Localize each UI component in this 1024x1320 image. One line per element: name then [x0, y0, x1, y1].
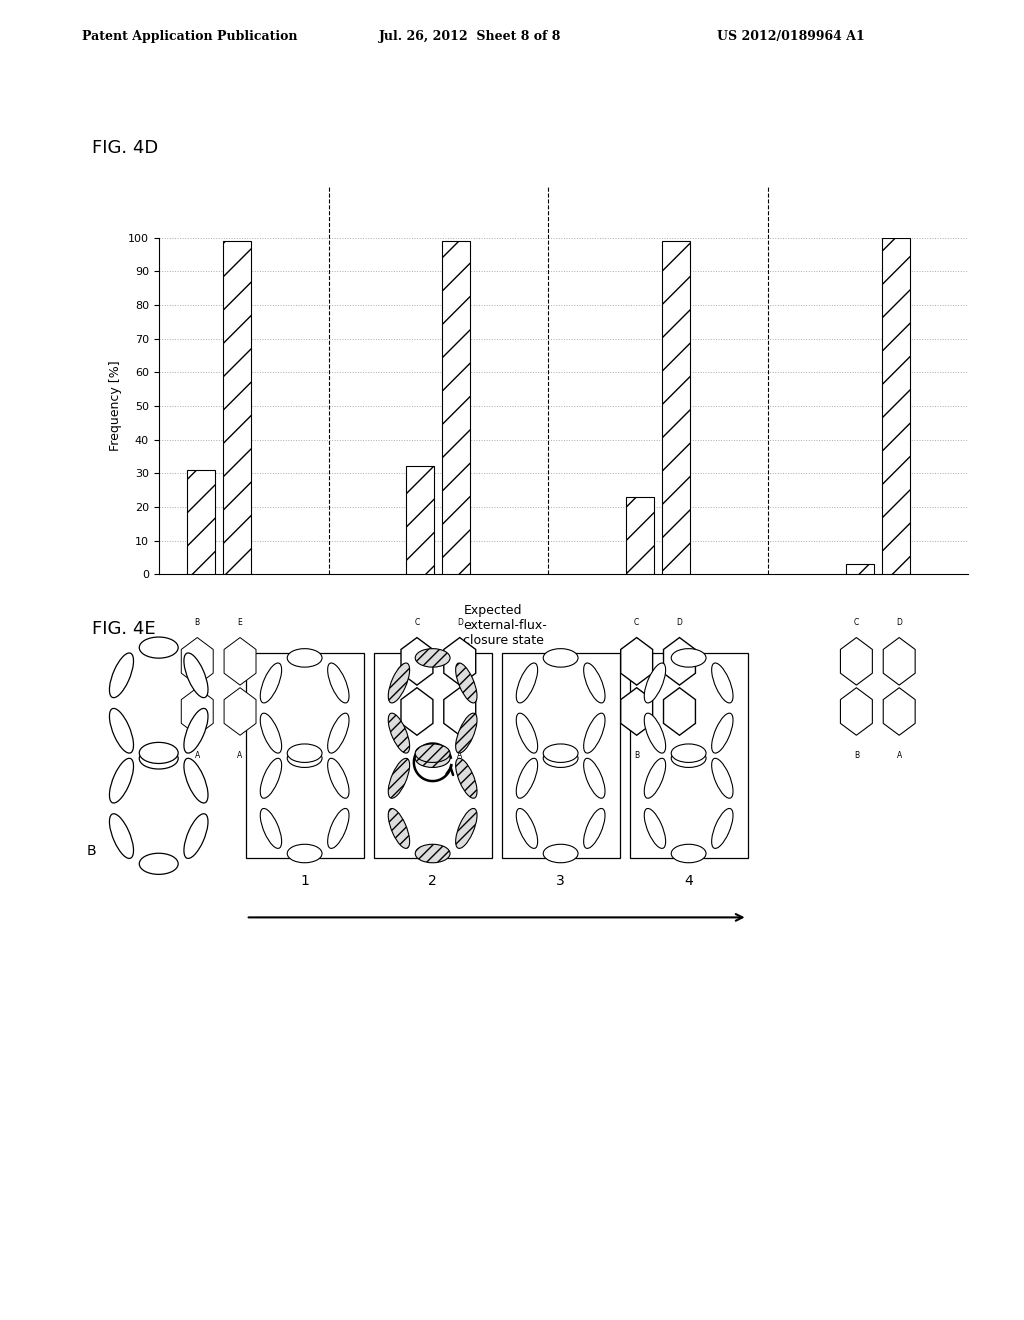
Bar — [407, 466, 434, 574]
Text: A: A — [195, 751, 200, 760]
Text: FIG. 4D: FIG. 4D — [92, 139, 159, 157]
Bar — [222, 242, 251, 574]
Text: D: D — [896, 618, 902, 627]
Text: FIG. 4E: FIG. 4E — [92, 620, 156, 639]
Text: 1: 1 — [300, 874, 309, 888]
Bar — [882, 238, 909, 574]
Text: C: C — [634, 618, 639, 627]
Text: 2: 2 — [428, 874, 437, 888]
Text: C: C — [415, 618, 420, 627]
Bar — [626, 496, 654, 574]
Text: A: A — [238, 751, 243, 760]
Y-axis label: Frequency [%]: Frequency [%] — [110, 360, 123, 451]
Text: A: A — [677, 751, 682, 760]
Text: B: B — [87, 843, 96, 858]
Text: B: B — [415, 751, 420, 760]
Text: B: B — [195, 618, 200, 627]
Text: B: B — [634, 751, 639, 760]
Text: 4: 4 — [684, 874, 693, 888]
Text: E: E — [238, 618, 243, 627]
Text: D: D — [457, 618, 463, 627]
Bar — [442, 242, 470, 574]
Text: US 2012/0189964 A1: US 2012/0189964 A1 — [717, 30, 864, 44]
Bar — [663, 242, 690, 574]
Text: Patent Application Publication: Patent Application Publication — [82, 30, 297, 44]
Text: B: B — [854, 751, 859, 760]
Text: Expected
external-flux-
closure state: Expected external-flux- closure state — [463, 603, 547, 647]
Text: Jul. 26, 2012  Sheet 8 of 8: Jul. 26, 2012 Sheet 8 of 8 — [379, 30, 561, 44]
Text: 3: 3 — [556, 874, 565, 888]
Bar — [186, 470, 215, 574]
Text: A: A — [457, 751, 463, 760]
Text: A: A — [897, 751, 902, 760]
Text: C: C — [854, 618, 859, 627]
Text: D: D — [677, 618, 682, 627]
Bar — [846, 564, 873, 574]
